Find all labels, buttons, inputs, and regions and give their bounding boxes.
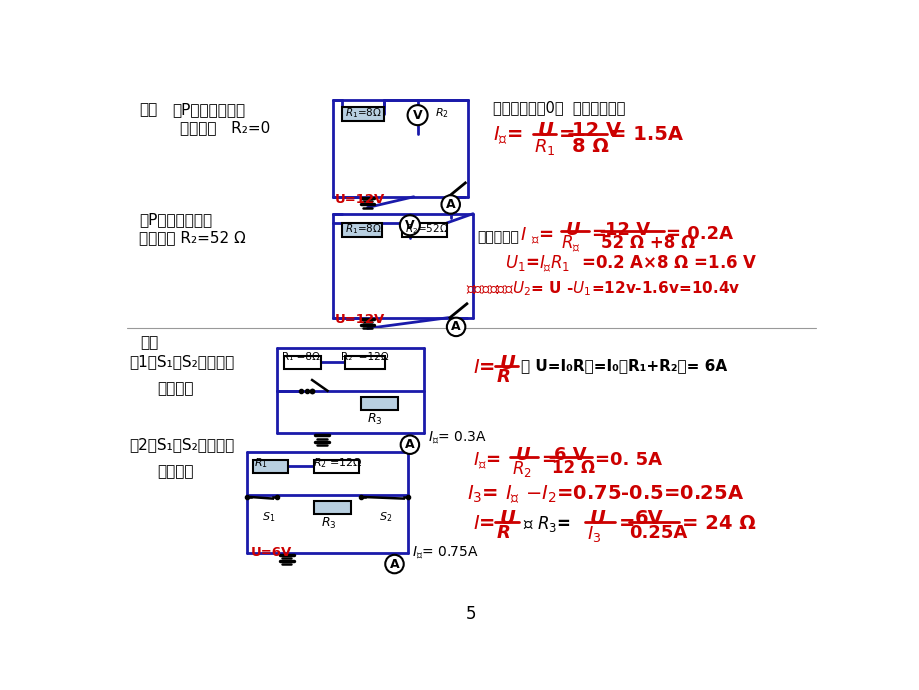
Text: $R_3$: $R_3$ (320, 516, 335, 531)
Text: $R_2$=52Ω: $R_2$=52Ω (405, 222, 448, 236)
Text: U: U (499, 509, 516, 529)
Text: $I$=: $I$= (472, 514, 494, 533)
Text: 解：: 解： (141, 335, 158, 351)
Text: $R_2$ =12Ω: $R_2$ =12Ω (312, 456, 362, 470)
Text: $I$ $_{右}$=: $I$ $_{右}$= (519, 225, 553, 246)
Text: （1）S₁、S₂都断开时: （1）S₁、S₂都断开时 (129, 354, 233, 369)
Text: 6 V: 6 V (553, 446, 586, 464)
Text: $R_1$: $R_1$ (533, 137, 555, 157)
Text: =0. 5A: =0. 5A (594, 451, 661, 469)
Text: = 0.2A: = 0.2A (665, 225, 732, 244)
Text: $I_{合}$= 0.75A: $I_{合}$= 0.75A (412, 545, 478, 562)
Text: 12 V: 12 V (604, 221, 649, 239)
Text: A: A (451, 320, 460, 333)
Circle shape (407, 105, 427, 125)
Circle shape (401, 435, 419, 454)
Text: $S_2$: $S_2$ (379, 510, 391, 524)
Text: U=6V: U=6V (250, 546, 291, 560)
Text: 6V: 6V (634, 509, 663, 529)
Text: $R_2$: $R_2$ (435, 106, 448, 119)
Text: 电路如图: 电路如图 (157, 464, 194, 479)
Text: U: U (499, 354, 516, 373)
Circle shape (385, 555, 403, 573)
Text: 电压表示数为0；  电流表示数：: 电压表示数为0； 电流表示数： (493, 100, 625, 115)
Text: $S_1$: $S_1$ (262, 510, 275, 524)
Text: 8 Ω: 8 Ω (572, 137, 608, 156)
Text: U=12V: U=12V (335, 313, 384, 326)
Text: = 1.5A: = 1.5A (609, 125, 682, 144)
Text: 12 V: 12 V (571, 121, 620, 140)
Text: $I$=: $I$= (472, 359, 494, 377)
Text: 电路如图: 电路如图 (157, 382, 194, 397)
Bar (314, 501, 351, 514)
Text: 解：: 解： (139, 102, 157, 117)
Text: V: V (413, 108, 422, 121)
Text: U: U (515, 446, 529, 464)
Text: $R_1$: $R_1$ (254, 456, 268, 470)
Text: $I_{左}$=: $I_{左}$= (493, 125, 522, 148)
Text: A: A (446, 198, 455, 211)
Text: $I_{开}$= 0.3A: $I_{开}$= 0.3A (427, 429, 486, 446)
Text: $R_1$=8Ω: $R_1$=8Ω (345, 107, 381, 121)
Text: $I_3$= $I_{合}$ $-$$I_2$=0.75-0.5=0.25A: $I_3$= $I_{合}$ $-$$I_2$=0.75-0.5=0.25A (466, 483, 743, 506)
Text: 5: 5 (466, 605, 476, 623)
Text: = 24 Ω: = 24 Ω (682, 514, 755, 533)
Text: U: U (565, 221, 580, 239)
Bar (345, 356, 385, 369)
Text: 52 Ω +8 Ω: 52 Ω +8 Ω (600, 234, 695, 252)
Text: R: R (495, 368, 509, 386)
Text: $R_1$=8Ω: $R_1$=8Ω (345, 222, 381, 236)
Text: $I_{合}$=: $I_{合}$= (472, 451, 500, 471)
Text: =: = (540, 451, 555, 469)
Text: R₂  =12Ω: R₂ =12Ω (341, 353, 389, 362)
Text: 得 $R_3$=: 得 $R_3$= (523, 514, 571, 534)
Text: 电流表示数: 电流表示数 (476, 230, 518, 245)
Text: 得 U=I₀R总=I₀（R₁+R₂）= 6A: 得 U=I₀R总=I₀（R₁+R₂）= 6A (520, 359, 726, 373)
Bar (360, 397, 397, 410)
Text: =: = (558, 125, 574, 144)
Text: 当P位于最左端时: 当P位于最左端时 (173, 102, 245, 117)
Bar (314, 460, 358, 473)
Bar (342, 108, 384, 121)
Text: U: U (589, 509, 606, 529)
Text: $U_1$=$I_{右}$$R_1$  =0.2 A×8 Ω =1.6 V: $U_1$=$I_{右}$$R_1$ =0.2 A×8 Ω =1.6 V (504, 254, 756, 275)
Circle shape (441, 195, 460, 214)
Text: $I_3$: $I_3$ (586, 524, 601, 544)
Bar (342, 223, 381, 237)
Text: 0.25A: 0.25A (629, 524, 686, 542)
Bar (283, 356, 320, 369)
Text: （2）S₁、S₂都闭合时: （2）S₁、S₂都闭合时 (129, 437, 233, 452)
Circle shape (400, 215, 419, 235)
Text: $R_2$: $R_2$ (511, 460, 531, 480)
Text: U: U (537, 121, 553, 140)
Text: 电路如图   R₂=0: 电路如图 R₂=0 (180, 120, 270, 135)
Bar (402, 223, 447, 237)
Text: U=12V: U=12V (335, 193, 384, 206)
Text: 电压表示数：$U_2$= U -$U_1$=12v-1.6v=10.4v: 电压表示数：$U_2$= U -$U_1$=12v-1.6v=10.4v (466, 279, 740, 298)
Text: $R_3$: $R_3$ (367, 413, 382, 428)
Text: 当P位于最右端时: 当P位于最右端时 (139, 212, 211, 227)
Text: 12 Ω: 12 Ω (551, 460, 595, 477)
Text: =: = (618, 514, 635, 533)
Text: $R_{总}$: $R_{总}$ (561, 234, 580, 255)
Text: A: A (404, 438, 414, 451)
Bar (253, 460, 288, 473)
Text: R: R (495, 524, 509, 542)
Text: =: = (591, 225, 606, 244)
Text: A: A (390, 558, 399, 571)
Circle shape (447, 317, 465, 336)
Text: R₁ =8Ω: R₁ =8Ω (282, 353, 320, 362)
Text: V: V (404, 219, 414, 232)
Text: 电路如图 R₂=52 Ω: 电路如图 R₂=52 Ω (139, 230, 245, 246)
